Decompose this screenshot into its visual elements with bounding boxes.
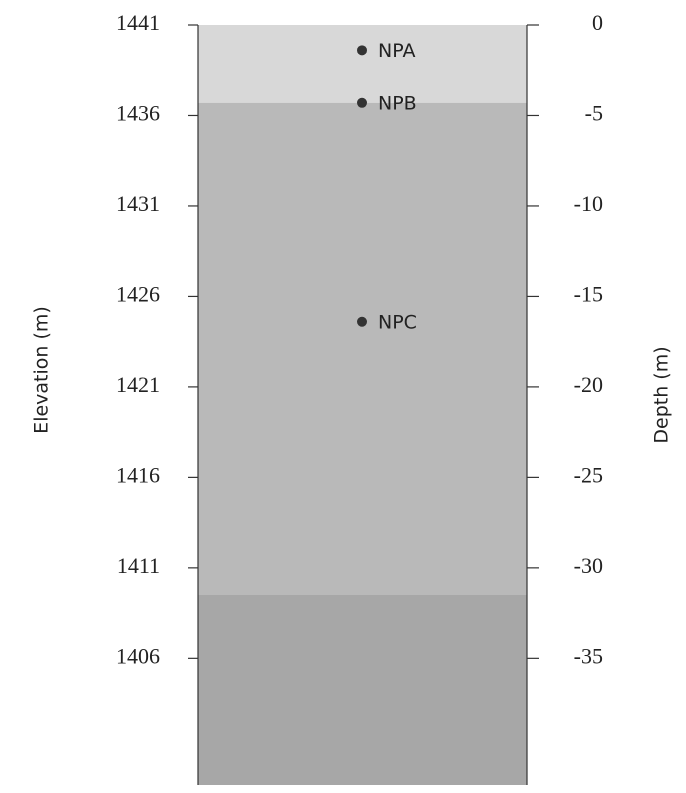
- y-tick-label: 1416: [116, 462, 160, 487]
- y-tick-label: 1406: [116, 643, 160, 668]
- y2-tick-label: -5: [585, 101, 603, 126]
- y-tick-label: 1426: [116, 281, 160, 306]
- point-label: NPC: [378, 311, 417, 333]
- y2-tick-label: -30: [574, 553, 603, 578]
- soil-layer: [198, 595, 527, 785]
- y2-tick-label: 0: [592, 10, 603, 35]
- y2-tick-label: -25: [574, 462, 603, 487]
- y2-tick-label: -20: [574, 372, 603, 397]
- sample-point: [357, 316, 367, 327]
- soil-layer: [198, 25, 527, 103]
- y-tick-label: 1421: [116, 372, 160, 397]
- y2-axis-label: Depth (m): [651, 346, 673, 443]
- y-tick-label: 1436: [116, 101, 160, 126]
- sample-point: [357, 45, 367, 56]
- y2-tick-label: -35: [574, 643, 603, 668]
- y-tick-label: 1441: [116, 10, 160, 35]
- y-tick-label: 1411: [117, 553, 160, 578]
- y2-tick-label: -10: [574, 191, 603, 216]
- y-axis-label: Elevation (m): [31, 306, 53, 434]
- y2-tick-label: -15: [574, 281, 603, 306]
- point-label: NPB: [378, 92, 417, 114]
- soil-layer: [198, 102, 527, 596]
- sample-point: [357, 97, 367, 108]
- point-label: NPA: [378, 40, 415, 62]
- y-tick-label: 1431: [116, 191, 160, 216]
